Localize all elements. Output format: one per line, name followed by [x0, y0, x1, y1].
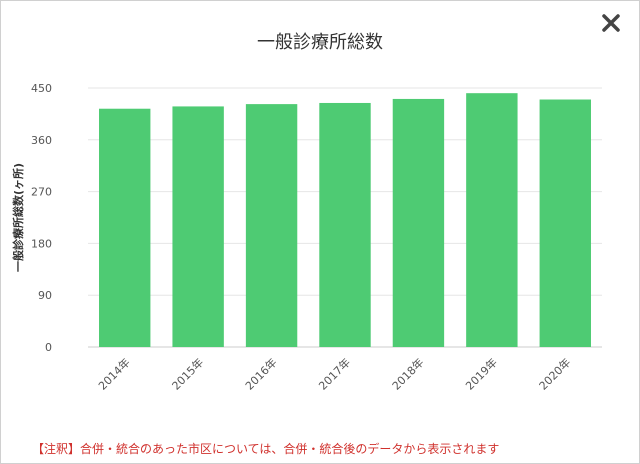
bar: [245, 104, 298, 347]
footnote: 【注釈】合併・統合のあった市区については、合併・統合後のデータから表示されます: [32, 442, 500, 456]
y-tick-label: 180: [31, 237, 52, 250]
bar: [172, 106, 224, 347]
bar: [99, 108, 151, 347]
bar: [539, 99, 591, 347]
x-tick-label: 2015年: [169, 355, 206, 392]
bar: [319, 102, 371, 347]
bar: [466, 93, 518, 348]
y-axis-label: 一般診療所総数(ヶ所): [11, 163, 25, 272]
bar: [392, 98, 445, 348]
x-tick-label: 2017年: [316, 355, 353, 392]
y-tick-label: 90: [38, 289, 52, 302]
x-tick-label: 2016年: [242, 355, 279, 392]
close-icon[interactable]: [598, 10, 624, 36]
bar-chart: 0 90 180 270 360 450 一般診療所総数(ヶ所) 2014年 2015年 2016…: [11, 82, 602, 393]
y-tick-label: 360: [31, 134, 52, 147]
x-tick-label: 2019年: [463, 355, 500, 392]
x-tick-label: 2014年: [95, 355, 132, 392]
y-tick-label: 450: [31, 82, 52, 95]
x-tick-label: 2018年: [389, 355, 426, 392]
y-tick-label: 270: [31, 186, 52, 199]
chart-title: 一般診療所総数: [257, 32, 383, 53]
y-tick-label: 0: [45, 341, 52, 354]
x-tick-label: 2020年: [536, 355, 573, 392]
